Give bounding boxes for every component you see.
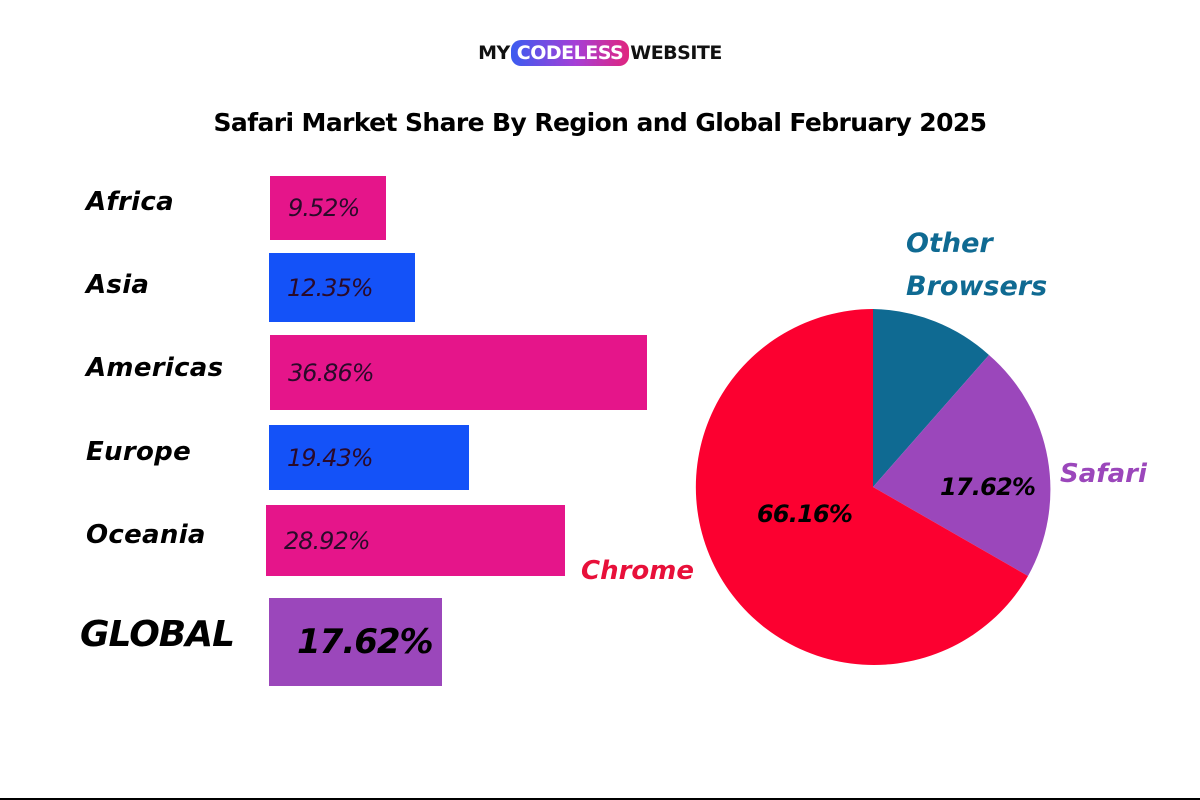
bar-africa: 9.52% — [270, 176, 386, 240]
pie-slice-other — [873, 309, 989, 487]
bar-label-asia: Asia — [86, 270, 150, 300]
pie-slice-chrome — [695, 309, 1028, 665]
bar-label-global: GLOBAL — [80, 614, 235, 655]
bar-value: 19.43% — [287, 443, 374, 472]
pie-value-safari: 17.62% — [940, 473, 1036, 501]
bar-label-americas: Americas — [86, 353, 224, 383]
bar-americas: 36.86% — [270, 335, 647, 410]
bar-value: 9.52% — [288, 194, 360, 222]
logo-text-left: MY — [478, 42, 510, 64]
bar-value: 36.86% — [288, 358, 375, 387]
pie-label-chrome: Chrome — [581, 556, 695, 586]
bar-value-global: 17.62% — [297, 622, 434, 662]
bar-label-oceania: Oceania — [86, 520, 206, 550]
bar-label-europe: Europe — [86, 437, 192, 467]
pie-label-other-line1: Other — [906, 228, 993, 259]
brand-logo: MY CODELESS WEBSITE — [0, 40, 1200, 66]
pie-value-chrome: 66.16% — [757, 500, 853, 528]
logo-pill: CODELESS — [510, 40, 630, 66]
pie-slice-safari — [873, 355, 1051, 576]
bottom-border — [0, 798, 1200, 800]
bar-value: 28.92% — [284, 526, 371, 555]
bar-europe: 19.43% — [269, 425, 469, 490]
pie-label-other: Other Browsers — [906, 222, 1047, 308]
logo-text-right: WEBSITE — [630, 42, 722, 64]
pie-label-safari: Safari — [1060, 459, 1147, 489]
bar-global: 17.62% — [269, 598, 442, 686]
bar-label-africa: Africa — [86, 187, 174, 217]
pie-label-other-line2: Browsers — [906, 271, 1048, 302]
bar-oceania: 28.92% — [266, 505, 565, 576]
bar-asia: 12.35% — [269, 253, 415, 322]
chart-title: Safari Market Share By Region and Global… — [213, 108, 988, 137]
bar-value: 12.35% — [287, 273, 374, 302]
